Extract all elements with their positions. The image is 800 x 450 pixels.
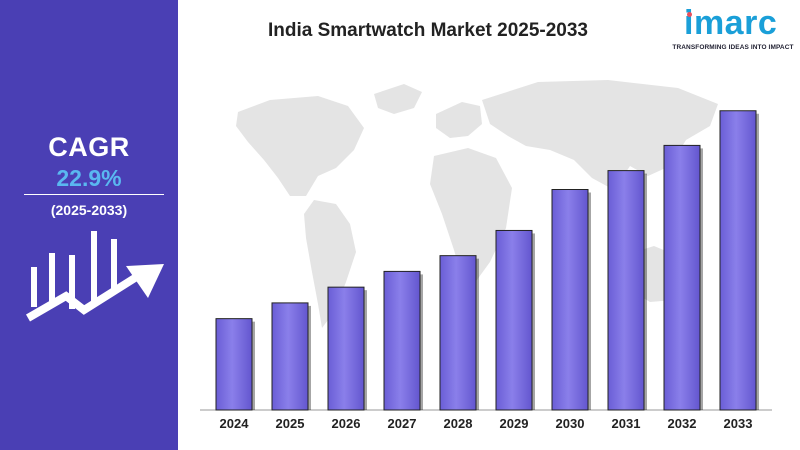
- cagr-panel: CAGR 22.9% (2025-2033): [0, 0, 178, 450]
- bar-2024: [215, 318, 253, 411]
- bar-2025: [271, 302, 309, 411]
- chart-title: India Smartwatch Market 2025-2033: [268, 20, 588, 41]
- x-tick-label-2027: 2027: [388, 416, 417, 431]
- cagr-value: 22.9%: [56, 165, 122, 191]
- x-tick-label-2025: 2025: [276, 416, 305, 431]
- bar-2028: [439, 255, 477, 411]
- x-tick-label-2032: 2032: [668, 416, 697, 431]
- x-tick-label-2024: 2024: [220, 416, 250, 431]
- imarc-logo: imarc TRANSFORMING IDEAS INTO IMPACT: [672, 4, 794, 56]
- bar-2032: [663, 144, 701, 411]
- bar-chart: 2024 2025 2026 2027 2028 2029 2030 2031 2032 2033: [200, 80, 772, 431]
- cagr-label: CAGR: [48, 132, 130, 162]
- bar-2031: [607, 170, 645, 411]
- growth-chart-icon: [26, 231, 164, 322]
- x-tick-label-2030: 2030: [556, 416, 585, 431]
- x-axis-labels: 2024 2025 2026 2027 2028 2029 2030 2031 2032 2033: [220, 416, 753, 431]
- divider: [24, 194, 164, 195]
- x-tick-label-2026: 2026: [332, 416, 361, 431]
- x-tick-label-2028: 2028: [444, 416, 473, 431]
- bar-2027: [383, 270, 421, 411]
- bars: [200, 110, 772, 411]
- x-tick-label-2031: 2031: [612, 416, 641, 431]
- bar-2033: [719, 110, 757, 411]
- x-tick-label-2029: 2029: [500, 416, 529, 431]
- bar-2029: [495, 229, 533, 411]
- cagr-period: (2025-2033): [50, 202, 128, 218]
- logo-wordmark: imarc: [684, 4, 778, 42]
- bar-2026: [327, 286, 365, 411]
- logo-tagline: TRANSFORMING IDEAS INTO IMPACT: [672, 44, 794, 51]
- x-tick-label-2033: 2033: [724, 416, 753, 431]
- logo-dot: [687, 12, 692, 17]
- bar-2030: [551, 189, 589, 411]
